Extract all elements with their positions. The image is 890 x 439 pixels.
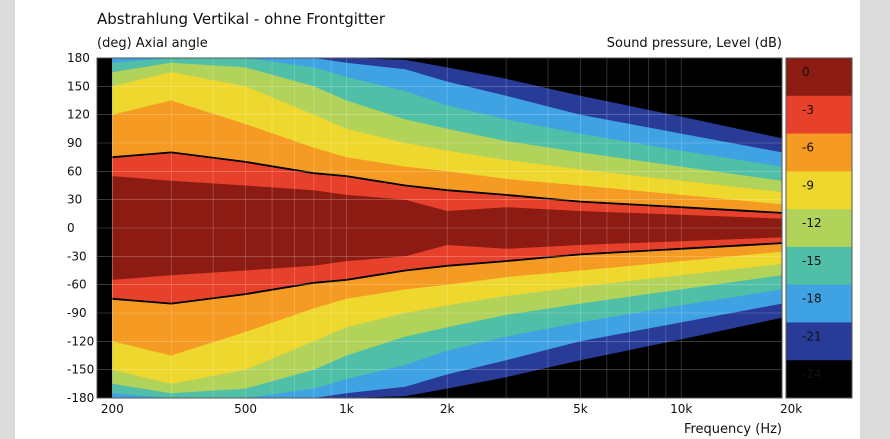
colorbar-label: Sound pressure, Level (dB) — [607, 36, 782, 51]
y-axis-label: (deg) Axial angle — [97, 36, 208, 51]
y-tick-label: -180 — [67, 391, 94, 405]
x-tick-label: 10k — [670, 402, 692, 416]
x-tick-label: 2k — [440, 402, 455, 416]
colorbar-tick-label: -18 — [802, 292, 822, 306]
x-tick-label: 500 — [234, 402, 257, 416]
colorbar: 0 -3 -6 -9 -12 -15 -18 -21 -24 — [785, 57, 853, 399]
y-tick-label: -150 — [67, 363, 94, 377]
y-tick-label: 180 — [67, 51, 90, 65]
colorbar-swatch — [786, 322, 852, 361]
colorbar-swatch — [786, 58, 852, 97]
y-tick-label: 60 — [67, 164, 82, 178]
y-tick-label: -60 — [67, 278, 87, 292]
colorbar-tick-label: -9 — [802, 178, 814, 192]
grid — [97, 58, 782, 398]
colorbar-tick-label: -15 — [802, 254, 822, 268]
y-tick-label: 120 — [67, 108, 90, 122]
y-tick-label: 90 — [67, 136, 82, 150]
colorbar-swatch — [786, 246, 852, 286]
plot-border — [96, 57, 783, 399]
y-tick-label: -120 — [67, 334, 94, 348]
x-tick-label: 1k — [339, 402, 354, 416]
colorbar-swatch — [786, 133, 852, 172]
y-tick-labels: 180 150 120 90 60 30 0 -30 -60 -90 -120 -150 -180 — [67, 51, 94, 405]
y-tick-label: -30 — [67, 249, 87, 263]
y-tick-label: 150 — [67, 79, 90, 93]
colorbar-tick-label: -12 — [802, 216, 822, 230]
contour-line-lower — [112, 242, 782, 305]
contour-band-0 — [112, 176, 782, 280]
chart-svg: Abstrahlung Vertikal - ohne Frontgitter … — [67, 10, 853, 437]
colorbar-tick-label: -6 — [802, 141, 814, 155]
plot-area — [97, 58, 782, 398]
colorbar-swatch — [786, 209, 852, 248]
colorbar-tick-label: -24 — [802, 367, 822, 381]
x-tick-labels: 200 500 1k 2k 5k 10k 20k — [101, 402, 802, 416]
colorbar-swatch — [786, 284, 852, 323]
x-tick-label: 5k — [573, 402, 588, 416]
chart-title: Abstrahlung Vertikal - ohne Frontgitter — [97, 10, 386, 28]
contour-line-upper — [112, 151, 782, 214]
x-tick-label: 20k — [780, 402, 802, 416]
x-axis-label: Frequency (Hz) — [684, 422, 782, 437]
colorbar-swatch — [786, 171, 852, 210]
colorbar-swatch — [786, 360, 852, 399]
x-tick-label: 200 — [101, 402, 124, 416]
y-tick-label: 0 — [67, 221, 75, 235]
colorbar-tick-label: 0 — [802, 65, 810, 79]
y-tick-label: -90 — [67, 306, 87, 320]
y-tick-label: 30 — [67, 193, 82, 207]
colorbar-tick-label: -3 — [802, 103, 814, 117]
colorbar-swatch — [786, 95, 852, 135]
colorbar-tick-label: -21 — [802, 329, 822, 343]
chart-frame: Abstrahlung Vertikal - ohne Frontgitter … — [15, 0, 860, 439]
colorbar-border — [785, 57, 853, 399]
